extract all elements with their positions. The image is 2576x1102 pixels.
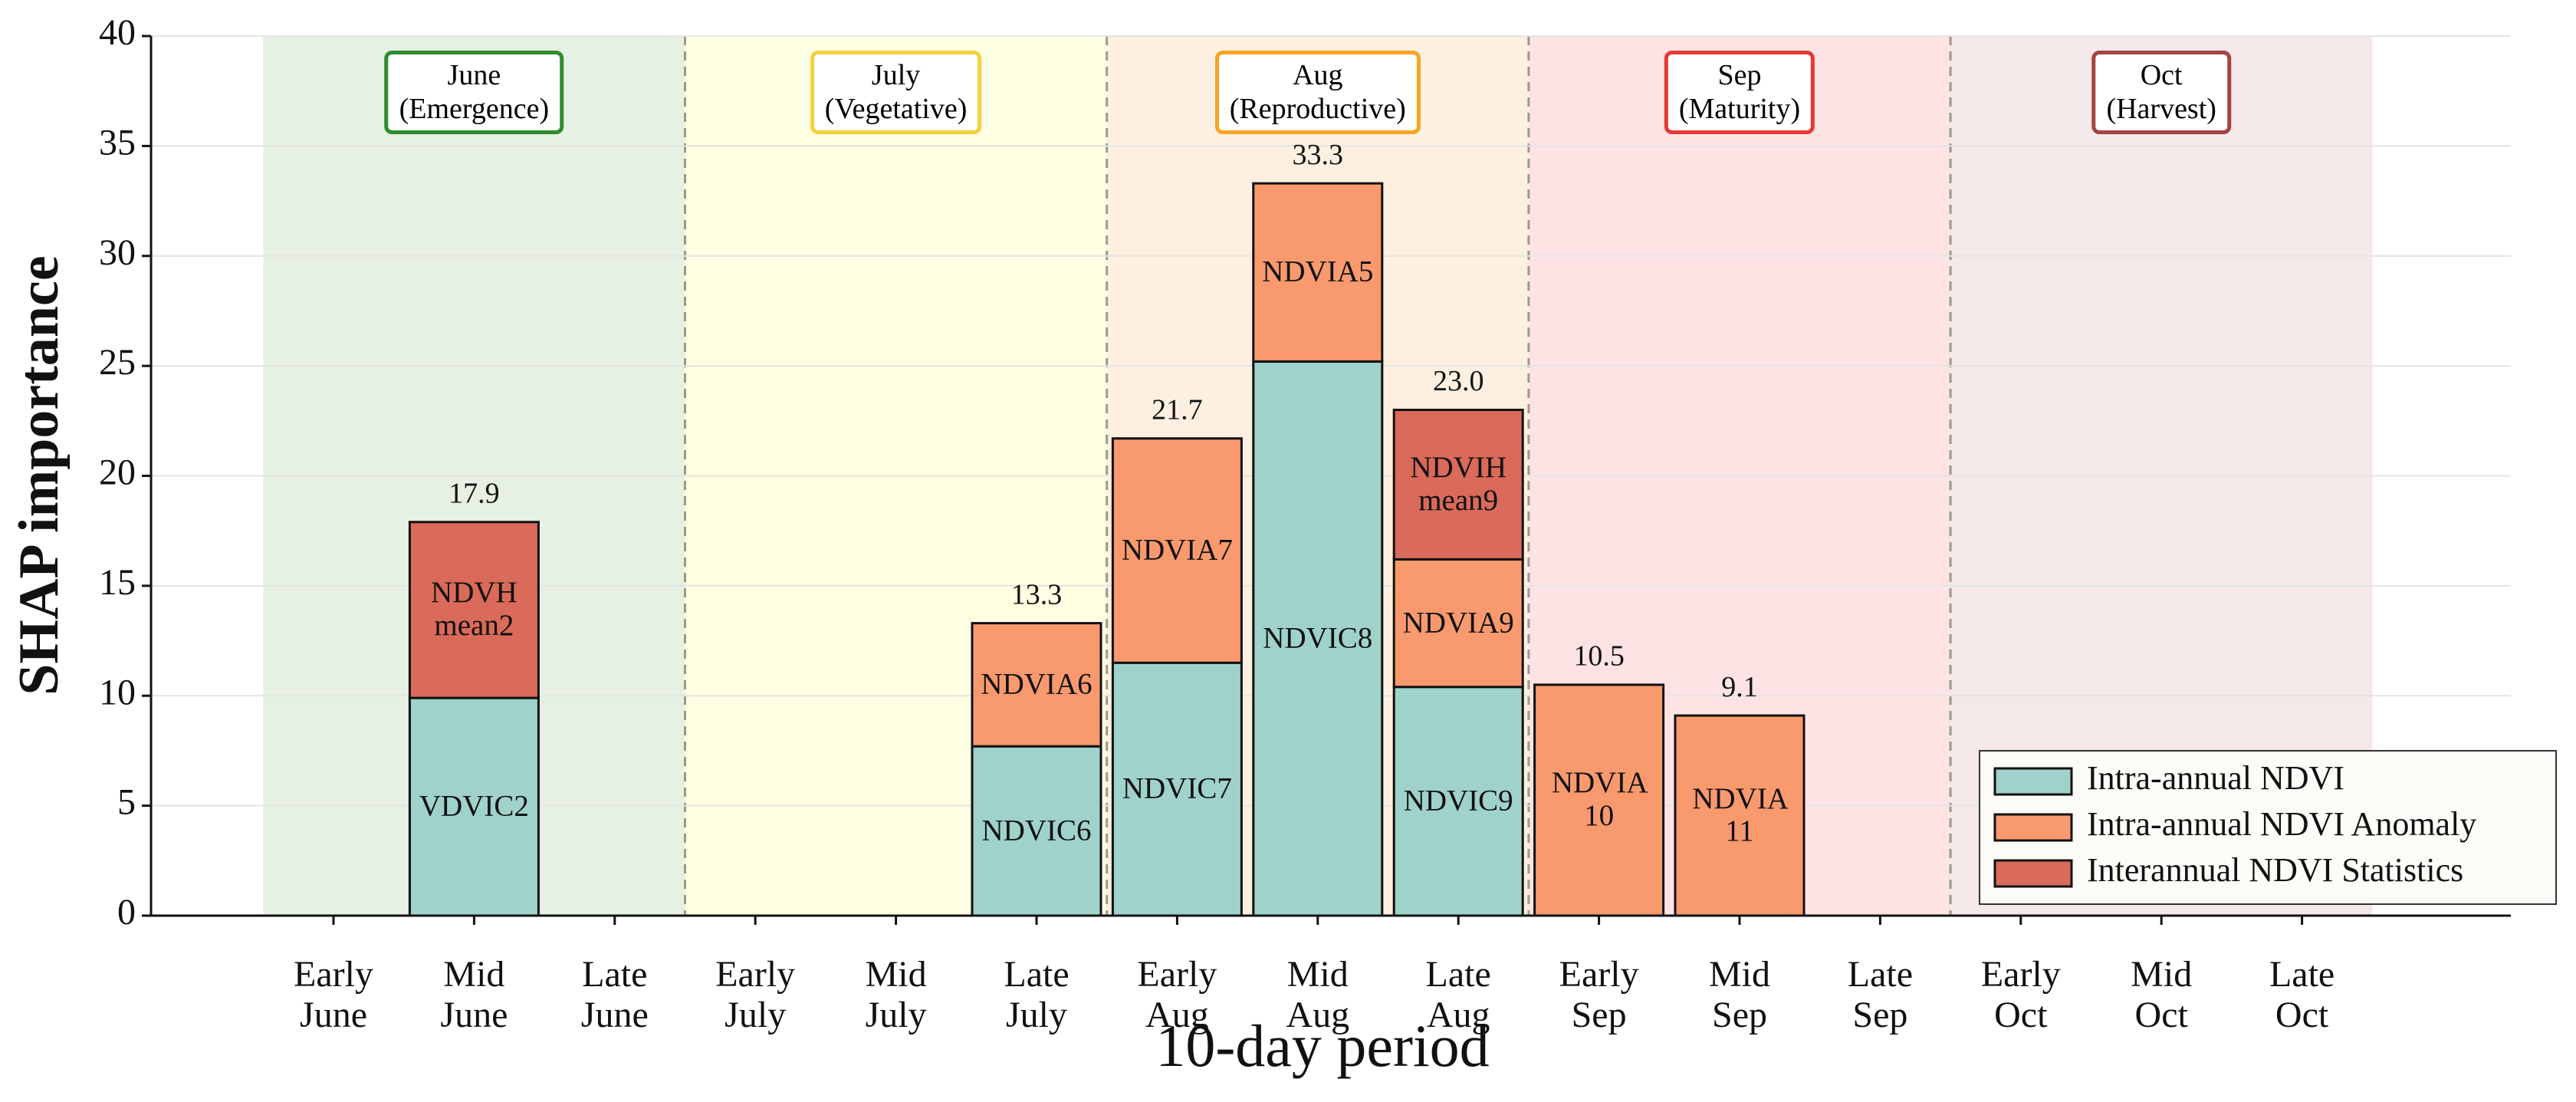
segment-label: NDVIA5 xyxy=(1262,255,1374,288)
phase-label: Oct (Harvest) xyxy=(2091,51,2231,135)
y-tick-label: 10 xyxy=(99,672,136,712)
total-label: 9.1 xyxy=(1721,671,1758,703)
y-axis-label: SHAP importance xyxy=(8,255,71,695)
phase-stage: (Harvest) xyxy=(2106,92,2216,125)
segment-label: NDVIA6 xyxy=(981,667,1092,701)
legend-label: Interannual NDVI Statistics xyxy=(2087,851,2463,889)
legend-label: Intra-annual NDVI Anomaly xyxy=(2087,805,2476,843)
y-tick-label: 40 xyxy=(99,12,136,53)
y-tick-label: 0 xyxy=(117,892,136,933)
x-tick-label: Early Sep xyxy=(1559,954,1639,1035)
segment-label: NDVIC8 xyxy=(1263,621,1373,655)
segment-label: NDVIH mean9 xyxy=(1410,451,1507,517)
x-tick-label: Late June xyxy=(580,954,649,1035)
bar-segment xyxy=(971,745,1102,917)
segment-label: NDVIC6 xyxy=(981,814,1092,847)
phase-stage: (Emergence) xyxy=(399,92,550,125)
bar-segment xyxy=(1392,686,1524,917)
phase-name: July xyxy=(871,59,921,91)
x-axis-label: 10-day period xyxy=(1155,1012,1489,1079)
total-label: 10.5 xyxy=(1573,640,1625,673)
phase-stage: (Reproductive) xyxy=(1229,92,1406,125)
x-tick-label: Early July xyxy=(715,954,796,1035)
x-tick-label: Mid July xyxy=(865,954,927,1035)
x-tick-label: Mid Oct xyxy=(2131,954,2193,1035)
phase-stage: (Maturity) xyxy=(1678,92,1801,125)
segment-label: VDVIC2 xyxy=(419,789,529,823)
phase-label: Sep (Maturity) xyxy=(1664,51,1815,135)
segment-label: NDVIA7 xyxy=(1121,533,1233,567)
bar-segment xyxy=(1252,182,1384,363)
x-tick-label: Mid Aug xyxy=(1286,954,1350,1035)
bar-segment xyxy=(408,521,540,699)
bar-segment xyxy=(1111,437,1243,664)
bar-segment xyxy=(1392,408,1524,561)
bar-segment xyxy=(408,696,540,917)
phase-name: Aug xyxy=(1293,59,1343,91)
segment-label: NDVIA 11 xyxy=(1692,781,1789,848)
segment-label: NDVIA 10 xyxy=(1551,766,1648,833)
phase-label: June (Emergence) xyxy=(384,51,564,135)
phase-name: June xyxy=(447,59,501,91)
legend-swatch xyxy=(1993,859,2073,888)
total-label: 33.3 xyxy=(1293,139,1344,171)
legend-label: Intra-annual NDVI xyxy=(2087,759,2344,797)
y-tick-label: 35 xyxy=(99,122,136,163)
x-tick-label: Late July xyxy=(1004,954,1070,1035)
segment-label: NDVIA9 xyxy=(1402,606,1514,640)
legend-swatch xyxy=(1993,813,2073,842)
bar-segment xyxy=(1392,558,1524,689)
legend-swatch xyxy=(1993,767,2073,796)
y-tick-label: 20 xyxy=(99,452,136,493)
bar-segment xyxy=(971,622,1102,748)
x-tick-label: Late Oct xyxy=(2269,954,2335,1035)
y-tick-label: 25 xyxy=(99,342,136,383)
y-tick-label: 15 xyxy=(99,562,136,603)
total-label: 23.0 xyxy=(1433,365,1484,397)
total-label: 21.7 xyxy=(1152,393,1203,426)
x-tick-label: Late Aug xyxy=(1425,954,1491,1035)
segment-label: NDVH mean2 xyxy=(431,576,518,643)
phase-label: Aug (Reproductive) xyxy=(1214,51,1421,135)
x-tick-label: Early Aug xyxy=(1137,954,1217,1035)
phase-label: July (Vegetative) xyxy=(810,51,982,135)
x-tick-label: Late Sep xyxy=(1847,954,1914,1035)
total-label: 17.9 xyxy=(449,477,500,509)
x-tick-label: Early June xyxy=(294,954,373,1035)
segment-label: NDVIC9 xyxy=(1403,784,1513,817)
x-tick-label: Mid Sep xyxy=(1708,954,1771,1035)
legend-box xyxy=(1979,750,2557,905)
bar-segment xyxy=(1252,360,1384,917)
y-tick-label: 5 xyxy=(117,782,136,823)
bar-segment xyxy=(1674,714,1806,917)
phase-name: Sep xyxy=(1717,59,1762,91)
total-label: 13.3 xyxy=(1011,578,1063,610)
bar-segment xyxy=(1111,661,1243,917)
y-tick-label: 30 xyxy=(99,232,136,273)
phase-stage: (Vegetative) xyxy=(824,92,968,125)
phase-name: Oct xyxy=(2140,59,2183,91)
x-tick-label: Mid June xyxy=(440,954,508,1035)
x-tick-label: Early Oct xyxy=(1980,954,2061,1035)
bar-segment xyxy=(1533,683,1665,917)
segment-label: NDVIC7 xyxy=(1122,771,1232,805)
